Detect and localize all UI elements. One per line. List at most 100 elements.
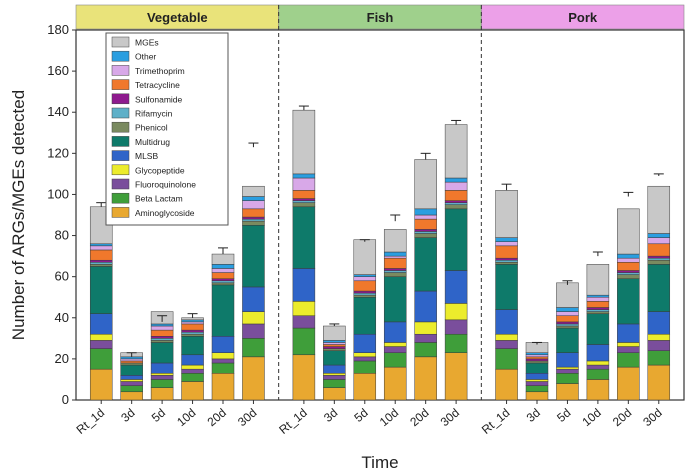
bar-segment-phenicol bbox=[617, 274, 640, 279]
bar-segment-aminoglycoside bbox=[383, 366, 407, 401]
bar-segment-beta-lactam bbox=[150, 379, 174, 388]
bar-segment-sulfonamide bbox=[444, 200, 468, 203]
bar-segment-tetracycline bbox=[647, 243, 671, 257]
bar-segment-phenicol bbox=[323, 348, 346, 351]
bar-segment-mlsb bbox=[444, 270, 468, 304]
y-tick-label: 80 bbox=[55, 228, 69, 243]
y-axis-ticks: 0 20 40 60 80 100 120 140 160 180 bbox=[47, 22, 76, 407]
legend-swatch bbox=[111, 121, 130, 133]
bar-segment-beta-lactam bbox=[242, 338, 265, 358]
bar-segment-multidrug bbox=[495, 264, 518, 310]
bar-segment-aminoglycoside bbox=[495, 368, 518, 401]
bar-segment-mges bbox=[617, 208, 640, 255]
bar-segment-sulfonamide bbox=[150, 336, 174, 339]
bar-segment-rifamycin bbox=[211, 280, 235, 284]
bar-segment-trimethoprim bbox=[495, 241, 518, 247]
bar-segment-mlsb bbox=[617, 323, 640, 343]
bar-segment-sulfonamide bbox=[383, 268, 407, 271]
bar-segment-sulfonamide bbox=[211, 278, 235, 282]
bar-segment-glycopeptide bbox=[150, 373, 174, 376]
bar-segment-aminoglycoside bbox=[89, 368, 113, 401]
bar-segment-trimethoprim bbox=[323, 342, 346, 345]
bar-segment-fluoroquinolone bbox=[414, 333, 437, 343]
bar-segment-aminoglycoside bbox=[647, 364, 671, 401]
bar-segment-rifamycin bbox=[292, 200, 316, 203]
bar-segment-mlsb bbox=[323, 364, 346, 374]
bar-segment-glycopeptide bbox=[414, 321, 437, 335]
bar-segment-trimethoprim bbox=[89, 245, 113, 251]
bar-segment-phenicol bbox=[586, 311, 610, 314]
bar-segment-sulfonamide bbox=[414, 229, 437, 232]
bar-segment-trimethoprim bbox=[211, 268, 235, 273]
legend-swatch bbox=[111, 150, 130, 161]
bar-segment-aminoglycoside bbox=[444, 352, 468, 401]
bar-segment-fluoroquinolone bbox=[647, 340, 671, 351]
x-tick-label: 30d bbox=[235, 406, 259, 430]
bar-segment-mlsb bbox=[586, 344, 610, 362]
bar-segment-mges bbox=[242, 185, 265, 197]
bar-segment-glycopeptide bbox=[525, 379, 549, 382]
bar-segment-fluoroquinolone bbox=[323, 375, 346, 380]
bar-segment-tetracycline bbox=[323, 344, 346, 347]
bar-segment-tetracycline bbox=[211, 272, 235, 279]
x-tick-label: 5d bbox=[554, 406, 573, 425]
legend-label: Phenicol bbox=[135, 123, 168, 133]
bar-segment-phenicol bbox=[242, 220, 265, 226]
bar-segment-trimethoprim bbox=[444, 181, 468, 191]
bar-segment-beta-lactam bbox=[353, 360, 377, 374]
bar-segment-sulfonamide bbox=[181, 329, 204, 333]
legend-label: Fluoroquinolone bbox=[135, 180, 196, 190]
legend-label: Glycopeptide bbox=[135, 165, 185, 175]
bar-segment-sulfonamide bbox=[556, 321, 579, 325]
bar-segment-tetracycline bbox=[414, 218, 437, 230]
x-tick-label: 3d bbox=[321, 406, 340, 425]
bar-segment-fluoroquinolone bbox=[444, 319, 468, 335]
bar-segment-aminoglycoside bbox=[150, 387, 174, 401]
legend-label: Sulfonamide bbox=[135, 94, 183, 104]
bar-segment-mges bbox=[647, 185, 671, 234]
bar-segment-mlsb bbox=[414, 290, 437, 323]
bar-segment-rifamycin bbox=[586, 309, 610, 312]
x-tick-label: 20d bbox=[205, 406, 229, 430]
legend-swatch bbox=[111, 136, 130, 147]
bar-segment-mges bbox=[586, 264, 610, 296]
bar-segment-sulfonamide bbox=[525, 358, 549, 362]
bar-segment-sulfonamide bbox=[89, 259, 113, 263]
bar-segment-other bbox=[323, 340, 346, 343]
bar-segment-trimethoprim bbox=[525, 354, 549, 358]
y-tick-label: 60 bbox=[55, 269, 69, 284]
bar-segment-mges bbox=[181, 317, 204, 321]
bar-segment-mlsb bbox=[647, 311, 671, 335]
bar-segment-other bbox=[353, 274, 377, 277]
bar-segment-multidrug bbox=[414, 237, 437, 292]
bar-segment-mlsb bbox=[525, 373, 549, 380]
bar-segment-sulfonamide bbox=[353, 290, 377, 294]
bar-segment-aminoglycoside bbox=[120, 391, 143, 401]
x-tick-label: 3d bbox=[524, 406, 543, 425]
y-axis-label: Number of ARGs/MGEs detected bbox=[9, 90, 28, 340]
legend-label: MLSB bbox=[135, 151, 158, 161]
bar-segment-tetracycline bbox=[353, 280, 377, 292]
legend-swatch bbox=[111, 107, 130, 119]
x-tick-label: 5d bbox=[149, 406, 168, 425]
x-tick-label: 10d bbox=[377, 406, 401, 430]
x-tick-label: Rt_1d bbox=[74, 406, 108, 437]
x-tick-label: 10d bbox=[579, 406, 603, 430]
bar-segment-rifamycin bbox=[383, 270, 407, 273]
bars bbox=[89, 109, 671, 401]
bar-segment-aminoglycoside bbox=[525, 391, 549, 401]
bar-segment-trimethoprim bbox=[586, 296, 610, 302]
bar-segment-beta-lactam bbox=[495, 348, 518, 370]
bar-segment-rifamycin bbox=[495, 259, 518, 263]
bar-segment-trimethoprim bbox=[414, 214, 437, 220]
bar-segment-mges bbox=[211, 253, 235, 265]
x-tick-label: Rt_1d bbox=[276, 406, 310, 437]
bar-segment-tetracycline bbox=[556, 315, 579, 323]
bar-segment-beta-lactam bbox=[120, 385, 143, 393]
bar-segment-fluoroquinolone bbox=[353, 356, 377, 362]
bar-segment-tetracycline bbox=[617, 262, 640, 271]
bar-segment-mlsb bbox=[89, 313, 113, 335]
bar-segment-aminoglycoside bbox=[414, 356, 437, 401]
bar-segment-sulfonamide bbox=[242, 216, 265, 220]
legend-label: MGEs bbox=[135, 38, 159, 48]
